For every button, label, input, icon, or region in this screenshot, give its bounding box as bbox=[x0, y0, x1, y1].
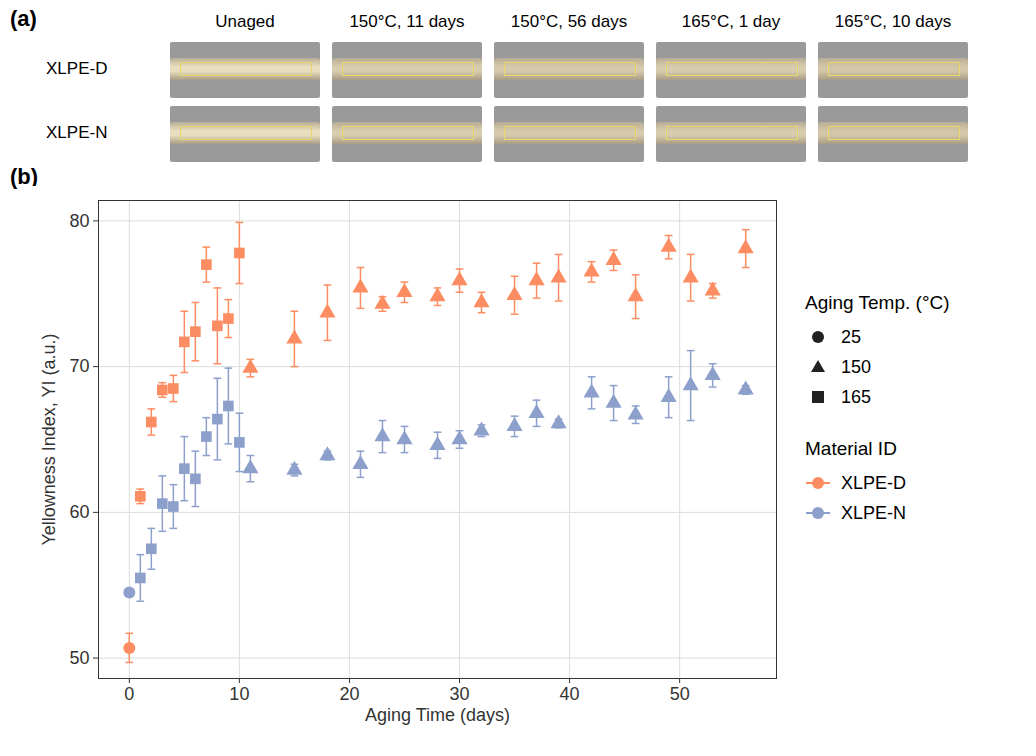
html-text:150: 150 bbox=[841, 356, 871, 377]
html-text:Material ID: Material ID bbox=[805, 438, 897, 459]
svg-text:20: 20 bbox=[339, 684, 359, 704]
html-text:XLPE-N: XLPE-N bbox=[46, 123, 108, 142]
html-text:XLPE-D: XLPE-D bbox=[841, 472, 906, 493]
html-text:165: 165 bbox=[841, 386, 871, 407]
svg-text:80: 80 bbox=[69, 211, 89, 231]
html-text:Aging Temp. (°C): Aging Temp. (°C) bbox=[805, 292, 950, 313]
html-text:150°C, 56 days: 150°C, 56 days bbox=[510, 12, 628, 31]
html-text:25: 25 bbox=[841, 326, 861, 347]
svg-text:50: 50 bbox=[69, 648, 89, 668]
html-text:Unaged: Unaged bbox=[215, 12, 275, 31]
html-text:XLPE-N: XLPE-N bbox=[841, 502, 906, 523]
html-text:150°C, 11 days: 150°C, 11 days bbox=[349, 12, 465, 31]
html-text:165°C, 10 days: 165°C, 10 days bbox=[834, 12, 952, 31]
svg-text:60: 60 bbox=[69, 502, 89, 522]
html-text:(b): (b) bbox=[10, 164, 39, 189]
svg-text:30: 30 bbox=[449, 684, 469, 704]
svg-text:50: 50 bbox=[670, 684, 690, 704]
html-text:(a): (a) bbox=[10, 6, 37, 31]
svg-text:70: 70 bbox=[69, 356, 89, 376]
svg-text:Yellowness Index, YI (a.u.): Yellowness Index, YI (a.u.) bbox=[39, 333, 59, 545]
svg-text:10: 10 bbox=[229, 684, 249, 704]
svg-text:Aging Time (days): Aging Time (days) bbox=[365, 705, 510, 725]
svg-text:40: 40 bbox=[560, 684, 580, 704]
svg-text:0: 0 bbox=[124, 684, 134, 704]
html-text:165°C, 1 day: 165°C, 1 day bbox=[681, 12, 781, 31]
html-text:XLPE-D: XLPE-D bbox=[46, 59, 108, 78]
